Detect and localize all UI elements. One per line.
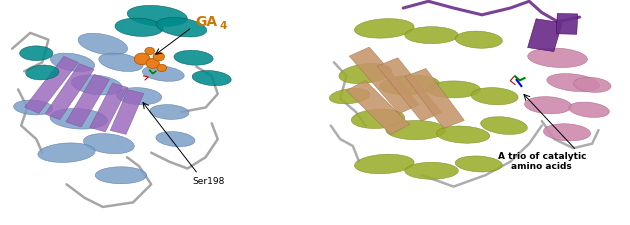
Ellipse shape: [115, 19, 163, 37]
Ellipse shape: [544, 124, 590, 141]
Ellipse shape: [352, 110, 404, 129]
Ellipse shape: [150, 105, 189, 120]
Ellipse shape: [329, 89, 370, 104]
Circle shape: [146, 59, 159, 69]
Ellipse shape: [455, 156, 502, 172]
Ellipse shape: [83, 134, 134, 154]
Polygon shape: [346, 81, 410, 135]
Circle shape: [134, 54, 150, 65]
Ellipse shape: [174, 51, 213, 66]
Ellipse shape: [142, 67, 184, 82]
Ellipse shape: [437, 126, 490, 144]
Ellipse shape: [455, 32, 502, 49]
Ellipse shape: [99, 54, 143, 72]
Ellipse shape: [26, 66, 59, 81]
Ellipse shape: [339, 64, 392, 84]
Ellipse shape: [569, 103, 609, 118]
Ellipse shape: [78, 34, 128, 56]
Ellipse shape: [528, 49, 587, 68]
Ellipse shape: [127, 6, 187, 27]
Polygon shape: [45, 64, 94, 120]
Text: Ser198: Ser198: [192, 176, 224, 185]
Ellipse shape: [38, 143, 95, 163]
Ellipse shape: [427, 82, 480, 99]
Polygon shape: [377, 58, 442, 122]
Ellipse shape: [20, 47, 53, 61]
Polygon shape: [89, 84, 128, 132]
Ellipse shape: [525, 97, 571, 114]
Polygon shape: [110, 90, 144, 135]
Ellipse shape: [547, 74, 600, 92]
Polygon shape: [405, 69, 464, 129]
Text: A trio of catalytic
amino acids: A trio of catalytic amino acids: [498, 151, 586, 171]
Ellipse shape: [481, 117, 527, 135]
Ellipse shape: [573, 78, 611, 93]
Ellipse shape: [156, 132, 195, 147]
Ellipse shape: [50, 54, 94, 72]
Polygon shape: [25, 57, 78, 114]
Ellipse shape: [95, 167, 147, 184]
Circle shape: [145, 48, 154, 55]
Ellipse shape: [192, 71, 231, 86]
Text: GA: GA: [195, 15, 217, 29]
Ellipse shape: [405, 162, 459, 180]
Ellipse shape: [355, 155, 414, 174]
Ellipse shape: [71, 76, 122, 95]
Ellipse shape: [50, 109, 107, 130]
Text: 4: 4: [219, 21, 227, 31]
Ellipse shape: [380, 76, 439, 95]
Ellipse shape: [156, 18, 207, 38]
Ellipse shape: [405, 27, 459, 44]
Circle shape: [153, 53, 164, 62]
Polygon shape: [556, 14, 578, 35]
Ellipse shape: [471, 88, 518, 105]
Circle shape: [157, 65, 166, 72]
Ellipse shape: [14, 101, 53, 115]
Polygon shape: [527, 20, 563, 52]
Ellipse shape: [117, 88, 162, 105]
Polygon shape: [66, 75, 110, 127]
Polygon shape: [349, 48, 420, 114]
Ellipse shape: [355, 20, 414, 39]
Ellipse shape: [386, 121, 446, 140]
